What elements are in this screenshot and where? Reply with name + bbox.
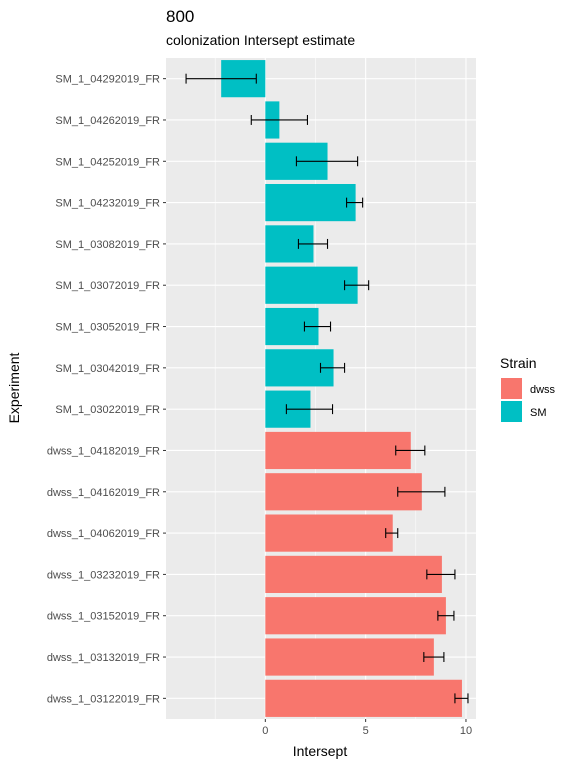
bar (265, 680, 462, 717)
legend-label: SM (530, 407, 547, 419)
bar (265, 267, 357, 304)
x-tick-label: 5 (363, 725, 369, 737)
y-tick-label: dwss_1_03122019_FR (47, 693, 160, 705)
y-tick-label: dwss_1_03232019_FR (47, 569, 160, 581)
x-axis-title: Intersept (293, 743, 348, 759)
x-axis-ticks: 0 5 10 (262, 719, 472, 737)
y-tick-label: SM_1_04292019_FR (55, 74, 160, 86)
y-tick-label: SM_1_03082019_FR (55, 239, 160, 251)
y-tick-label: SM_1_03042019_FR (55, 363, 160, 375)
chart-subtitle: colonization Intersept estimate (166, 32, 355, 48)
legend-title: Strain (500, 355, 537, 371)
bar (265, 515, 392, 552)
legend-key (501, 401, 522, 422)
y-tick-label: SM_1_03052019_FR (55, 322, 160, 334)
bar (265, 432, 410, 469)
y-tick-label: SM_1_04232019_FR (55, 198, 160, 210)
bar (265, 638, 434, 675)
chart-title: 800 (166, 7, 194, 26)
legend-label: dwss (530, 384, 556, 396)
legend-key (501, 378, 522, 399)
x-tick-label: 10 (460, 725, 472, 737)
y-axis-ticks: SM_1_04292019_FR SM_1_04262019_FR SM_1_042… (47, 74, 166, 706)
y-tick-label: SM_1_03022019_FR (55, 404, 160, 416)
bar (265, 597, 446, 634)
legend: Strain dwss SM (500, 355, 556, 422)
y-tick-label: dwss_1_03152019_FR (47, 611, 160, 623)
y-tick-label: dwss_1_03132019_FR (47, 652, 160, 664)
y-tick-label: SM_1_04252019_FR (55, 156, 160, 168)
y-tick-label: dwss_1_04062019_FR (47, 528, 160, 540)
y-tick-label: dwss_1_04182019_FR (47, 445, 160, 457)
y-tick-label: SM_1_03072019_FR (55, 280, 160, 292)
y-tick-label: dwss_1_04162019_FR (47, 487, 160, 499)
bar (265, 556, 442, 593)
x-tick-label: 0 (262, 725, 268, 737)
bar (265, 184, 355, 221)
y-tick-label: SM_1_04262019_FR (55, 115, 160, 127)
y-axis-title: Experiment (6, 352, 22, 423)
